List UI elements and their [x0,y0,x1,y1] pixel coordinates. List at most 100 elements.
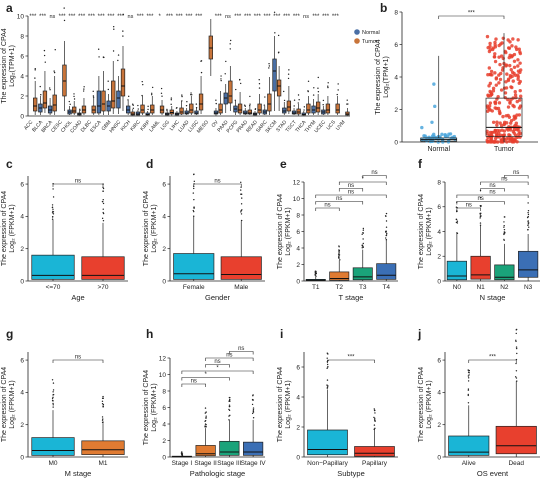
box-outlier [251,412,254,415]
box-outlier [102,190,104,192]
box-outlier [315,271,317,274]
x-axis-label: T stage [339,293,364,302]
x-tick-label: GBM [101,119,113,132]
box-tumor-outlier [277,34,280,37]
box-box [352,267,373,281]
x-axis-label: N stage [480,293,506,302]
y-tick-label: 6 [162,405,166,412]
box-outlier [101,397,104,400]
x-tick-label: Normal [427,146,450,153]
significance-label: *** [283,14,291,20]
significance-bracket-line [315,201,364,205]
box-outlier [240,219,243,222]
significance-bracket-line [438,15,505,19]
significance-label: ns [225,14,231,20]
box-normal-outlier [147,105,149,108]
data-point [493,52,497,56]
x-tick-label: KIRC [129,119,142,132]
y-tick-label: 8 [20,33,24,40]
box-box [446,260,467,281]
box-tumor-outlier [53,71,56,74]
box-outlier [480,205,482,207]
box-tumor-outlier [249,103,251,105]
y-tick-label: 4 [437,229,441,236]
data-point [508,100,512,104]
box-normal-outlier [322,104,324,106]
x-tick-label: UCS [326,119,338,131]
data-point [506,78,511,83]
significance-bracket-line [338,188,364,192]
box-normal-outlier [186,100,188,103]
significance-bracket-line [52,183,104,187]
y-tick-label: 4 [296,394,300,401]
x-tick-label: T1 [312,284,320,291]
box-tumor-box [228,80,233,104]
y-tick-label: 8 [437,179,441,186]
significance-bracket-label: ns [336,196,342,202]
x-tick-label: ACC [23,119,35,131]
box-outlier [467,375,470,377]
y-tick-label: 2 [296,424,300,431]
box-outlier [385,215,387,218]
box-normal-outlier [128,95,130,98]
box-tumor-outlier [112,50,115,52]
significance-label: * [159,14,162,20]
box-outlier [338,255,340,257]
box-outlier [385,226,388,228]
data-point [516,77,520,81]
box-box [495,425,537,455]
box-box [518,250,539,278]
data-point [485,131,489,136]
data-point [488,41,492,46]
box-tumor-outlier [229,39,232,42]
box-outlier [252,408,255,411]
data-point [504,136,509,141]
x-tick-label: Tumor [494,146,515,153]
data-point [516,38,520,42]
data-point [502,129,507,133]
box-outlier [362,229,365,231]
box-outlier [228,400,230,402]
box-normal-box [272,58,277,92]
significance-bracket-line [181,370,254,374]
significance-bracket-label: ns [501,177,507,183]
box-outlier [362,238,364,240]
data-point [518,79,522,84]
significance-bracket-label: ns [75,355,81,361]
data-point [512,104,516,109]
data-point [518,88,522,93]
significance-bracket-label: * [362,177,365,183]
box-outlier [240,193,242,195]
box-outlier [251,403,254,406]
box-outlier [326,363,329,366]
box-outlier [338,246,340,248]
box-tumor-box [237,103,243,114]
data-point [495,135,499,139]
significance-bracket-line [456,201,505,205]
box-outlier [503,228,506,231]
box-tumor-outlier [181,100,183,102]
data-point [501,137,506,141]
box-outlier [204,407,207,409]
box-outlier [51,212,54,214]
box-normal-outlier [303,106,306,108]
box-outlier [527,226,530,228]
box-outlier [102,421,104,423]
data-point [493,59,498,64]
box-outlier [374,409,376,412]
panel-letter: e [280,157,287,171]
box-tumor-outlier [327,82,329,84]
box-box [470,255,491,280]
box-normal-outlier [40,94,42,96]
box-tumor-outlier [122,13,124,16]
significance-bracket-label: * [216,366,219,372]
box-outlier [527,213,530,216]
data-point [517,113,522,117]
box-tumor-box [276,79,282,97]
box-normal-outlier [79,108,81,111]
box-outlier [228,419,230,421]
box-outlier [205,425,207,428]
box-tumor-outlier [92,96,95,98]
data-point [500,41,504,45]
box-tumor-outlier [181,94,183,96]
